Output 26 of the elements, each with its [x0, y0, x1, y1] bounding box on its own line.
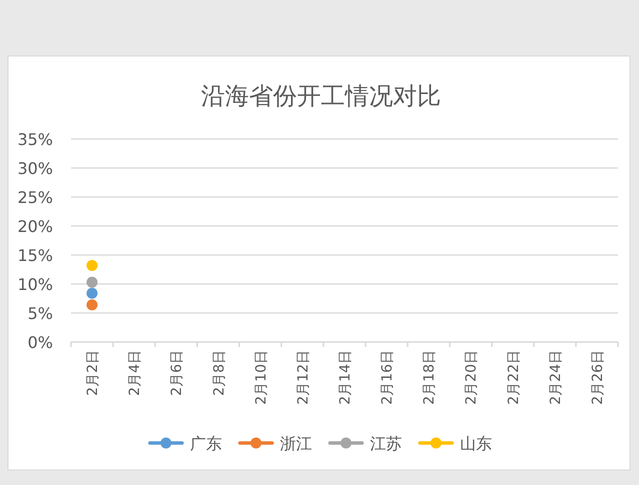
y-tick-label: 10% [17, 275, 53, 294]
x-tick-label: 2月14日 [338, 350, 354, 405]
y-tick-label: 5% [28, 304, 53, 323]
x-tick-label: 2月6日 [169, 350, 186, 396]
x-tick-label: 2月2日 [85, 350, 102, 396]
legend-label: 山东 [460, 434, 492, 453]
x-tick-label: 2月22日 [506, 350, 522, 405]
y-tick-label: 0% [28, 333, 53, 352]
y-tick-label: 35% [17, 130, 53, 149]
x-tick-label: 2月24日 [548, 350, 564, 405]
title: 沿海省份开工情况对比 [201, 82, 441, 110]
legend-label: 江苏 [370, 434, 402, 453]
x-tick-label: 2月16日 [380, 350, 396, 405]
legend-label: 广东 [190, 434, 222, 453]
x-tick-label: 2月12日 [295, 350, 312, 405]
x-tick-label: 2月10日 [253, 350, 270, 405]
y-tick-label: 20% [17, 217, 53, 236]
x-tick-label: 2月18日 [422, 350, 438, 405]
y-tick-label: 15% [17, 246, 53, 265]
x-tick-label: 2月20日 [464, 350, 480, 405]
x-tick-label: 2月8日 [211, 350, 228, 396]
y-tick-label: 30% [17, 159, 53, 178]
x-tick-label: 2月26日 [590, 350, 606, 405]
legend-label: 浙江 [280, 434, 312, 453]
y-tick-label: 25% [17, 188, 53, 207]
x-tick-label: 2月4日 [127, 350, 144, 396]
